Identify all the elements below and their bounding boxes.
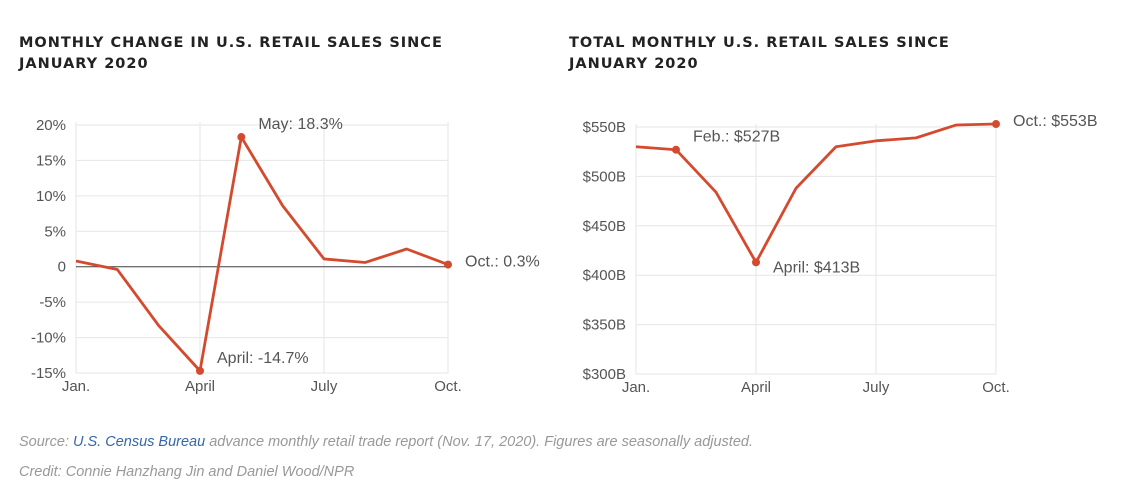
left-xtick-label: April bbox=[185, 378, 215, 395]
right-annotation-label: April: $413B bbox=[773, 259, 860, 276]
right-annotation-point bbox=[992, 120, 1000, 129]
left-annotation-point bbox=[237, 133, 246, 142]
right-xtick-label: Oct. bbox=[982, 379, 1010, 396]
right-chart-title-line1: TOTAL MONTHLY U.S. RETAIL SALES SINCE bbox=[569, 35, 950, 51]
left-ytick-label: 20% bbox=[36, 117, 66, 134]
right-series-line bbox=[635, 122, 997, 264]
census-bureau-link[interactable]: U.S. Census Bureau bbox=[73, 434, 206, 450]
left-series-line bbox=[75, 135, 449, 373]
right-annotation-label: Oct.: $553B bbox=[1013, 113, 1098, 130]
right-chart-title-line2: JANUARY 2020 bbox=[569, 56, 699, 72]
left-ytick-label: 0 bbox=[58, 259, 66, 276]
left-ytick-label: 5% bbox=[44, 223, 66, 240]
left-chart-title-line1: MONTHLY CHANGE IN U.S. RETAIL SALES SINC… bbox=[19, 35, 443, 51]
left-annotation-point bbox=[444, 260, 452, 269]
right-ytick-label: $350B bbox=[583, 317, 626, 334]
right-xtick-label: July bbox=[863, 379, 890, 396]
right-ytick-label: $550B bbox=[583, 119, 626, 136]
left-ytick-label: -5% bbox=[39, 294, 66, 311]
right-ytick-label: $500B bbox=[583, 168, 626, 185]
right-ytick-label: $300B bbox=[583, 366, 626, 383]
left-ytick-label: 15% bbox=[36, 152, 66, 169]
left-xtick-label: Oct. bbox=[434, 378, 462, 395]
left-xtick-label: Jan. bbox=[62, 378, 90, 395]
left-ytick-label: -10% bbox=[31, 330, 66, 347]
monthly-change-chart: 20% 15% 10% 5% 0 -5% -10% -15%Jan. April July Oct.… bbox=[31, 116, 540, 395]
right-chart-title: TOTAL MONTHLY U.S. RETAIL SALES SINCE JA… bbox=[569, 33, 999, 75]
left-annotation-point bbox=[196, 366, 204, 375]
right-annotation-point bbox=[672, 145, 680, 154]
left-chart-title-line2: JANUARY 2020 bbox=[19, 56, 149, 72]
right-xtick-label: Jan. bbox=[622, 379, 650, 396]
left-ytick-label: 10% bbox=[36, 188, 66, 205]
left-annotation-label: April: -14.7% bbox=[217, 350, 309, 367]
right-xtick-label: April bbox=[741, 379, 771, 396]
right-ytick-label: $400B bbox=[583, 267, 626, 284]
left-annotation-label: May: 18.3% bbox=[258, 116, 342, 133]
credit-note: Credit: Connie Hanzhang Jin and Daniel W… bbox=[19, 464, 355, 480]
left-annotation-label: Oct.: 0.3% bbox=[465, 254, 540, 271]
source-prefix: Source: bbox=[19, 434, 73, 450]
left-ytick-label: -15% bbox=[31, 365, 66, 382]
right-ytick-label: $450B bbox=[583, 218, 626, 235]
source-note: Source: U.S. Census Bureau advance month… bbox=[19, 434, 753, 450]
right-annotation-label: Feb.: $527B bbox=[693, 129, 780, 146]
right-annotation-point bbox=[752, 258, 760, 267]
source-suffix: advance monthly retail trade report (Nov… bbox=[205, 434, 753, 450]
left-xtick-label: July bbox=[311, 378, 338, 395]
left-chart-title: MONTHLY CHANGE IN U.S. RETAIL SALES SINC… bbox=[19, 33, 449, 75]
